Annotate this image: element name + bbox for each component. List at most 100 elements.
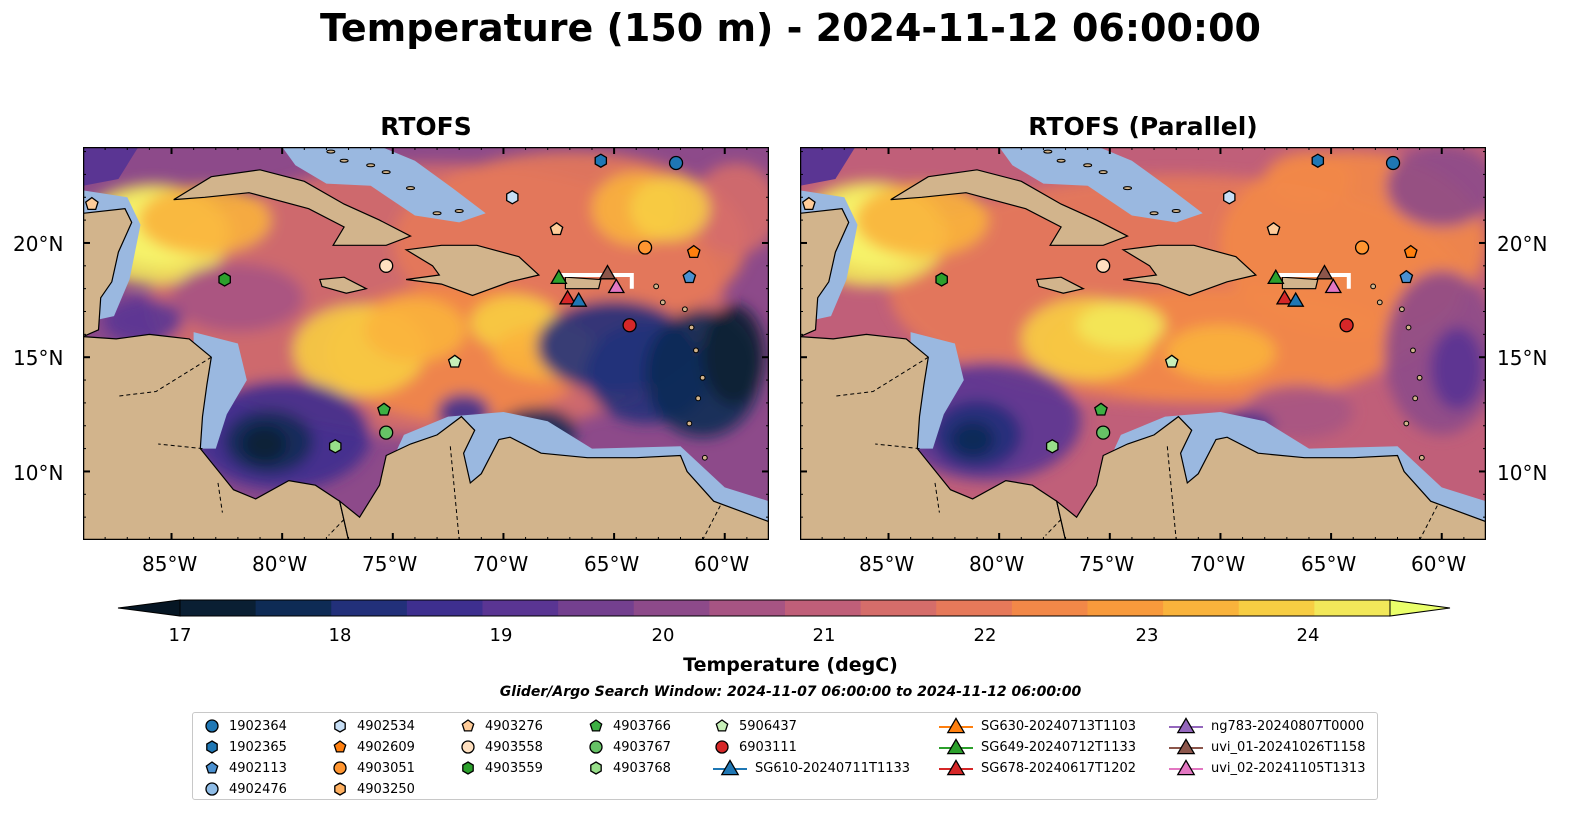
observation-marker-4903276 [549,222,564,236]
bahamas-island [366,163,376,168]
legend-label: 4903767 [613,739,671,755]
observation-marker-4902609 [1403,244,1418,259]
legend-entry: 4903766 [587,716,671,736]
lat-tick-10n: 10°N [1497,461,1548,485]
temperature-anomaly-region [629,176,710,241]
colorbar-label: Temperature (degC) [683,654,898,676]
colorbar-segment [633,600,710,616]
observation-marker-4902534 [506,190,519,205]
legend-entry: 4902113 [203,758,287,778]
legend-entry: SG610-20240711T1133 [713,758,910,778]
hexagon-marker-icon [462,761,474,775]
map-panel-rtofs-parallel [800,147,1486,540]
bahamas-island [1043,149,1053,154]
temperature-field [83,151,769,490]
observation-marker-SG610 [569,291,588,307]
observation-marker-uvi_01 [1315,264,1334,280]
legend-entry: 4902609 [331,737,415,757]
colorbar-tick-19: 19 [489,625,513,646]
observation-marker-SG649 [550,268,568,285]
hispaniola-land [1121,244,1258,297]
colorbar-tick-24: 24 [1296,625,1320,646]
legend-label: uvi_02-20241105T1313 [1211,760,1366,776]
observation-marker-4903276b [84,196,99,211]
temperature-anomaly-region [855,183,989,257]
hexagon-marker-icon [334,719,346,733]
observation-marker-4903766 [1094,402,1108,416]
observation-marker-4903559 [935,272,948,287]
colorbar-segment [482,600,559,616]
triangle-marker-icon [939,738,973,755]
legend-label: 4903766 [613,718,671,734]
observation-marker-6903111 [1339,318,1354,333]
lat-tick-15n: 15°N [13,346,64,370]
legend-entry: ng783-20240807T0000 [1169,716,1364,736]
lesser-antilles-island [1412,395,1419,402]
circle-marker-icon [333,761,347,775]
lesser-antilles-island [1405,324,1412,331]
jamaica-land [1036,276,1086,294]
lesser-antilles-island [1410,347,1416,354]
cuba-land [890,169,1129,246]
legend-label: 4902113 [229,760,287,776]
lesser-antilles-island [682,306,688,313]
colorbar-extend-high [1389,599,1451,617]
legend-label: 4903558 [485,739,543,755]
panel-title-rtofs: RTOFS [380,112,472,141]
legend-label: 5906437 [739,718,797,734]
circle-marker-icon [205,719,219,733]
temperature-anomaly-region [950,421,995,458]
map-frame [800,147,1486,540]
lat-tick-20n: 20°N [13,232,64,256]
lesser-antilles-island [695,395,702,402]
figure-title: Temperature (150 m) - 2024-11-12 06:00:0… [319,6,1261,50]
legend-entry: uvi_01-20241026T1158 [1169,737,1365,757]
map-frame [83,147,769,540]
hexagon-marker-icon [334,782,346,796]
gulf-of-mexico [83,147,139,186]
triangle-marker-icon [1169,738,1203,755]
lesser-antilles-island [1399,306,1405,313]
lesser-antilles-island [699,374,706,381]
lesser-antilles-island [688,324,695,331]
colorbar-segment [785,600,862,616]
map-panel-rtofs [83,147,769,540]
lat-tick-10n: 10°N [13,461,64,485]
country-border [934,482,940,513]
circle-marker-icon [461,740,475,754]
observation-marker-1902364 [668,155,684,171]
lon-tick-70w: 70°W [473,552,529,576]
colorbar-segment [558,600,635,616]
country-border [1166,446,1177,540]
lon-tick-85w: 85°W [859,552,915,576]
bahamas-island [339,158,349,163]
bahamas-island [406,186,416,191]
legend-label: 4903250 [357,781,415,797]
observation-marker-uvi_02 [1324,278,1343,294]
observation-marker-4902113 [1399,269,1414,284]
search-window-caption: Glider/Argo Search Window: 2024-11-07 06… [499,684,1082,700]
temperature-anomaly-region [1076,302,1166,349]
temperature-anomaly-region [1264,151,1354,207]
legend-label: SG630-20240713T1103 [981,718,1137,734]
observation-marker-SG678 [558,289,577,305]
legend-entry: 1902364 [203,716,287,736]
country-border [875,443,920,450]
observation-marker-5906437 [1164,354,1179,368]
lesser-antilles-island [693,347,699,354]
legend-label: 1902365 [229,739,287,755]
lesser-antilles-island [701,454,708,461]
circle-marker-icon [205,782,219,796]
lat-tick-20n: 20°N [1497,232,1548,256]
bahamas-island [326,149,336,154]
country-border [835,356,929,397]
observation-markers [84,153,701,454]
triangle-marker-icon [1169,717,1203,734]
lesser-antilles-island [686,420,693,427]
legend-label: 4902609 [357,739,415,755]
legend-entry: SG678-20240617T1202 [939,758,1136,778]
lon-tick-80w: 80°W [969,552,1025,576]
colorbar-tick-17: 17 [168,625,192,646]
legend-entry: 4902476 [203,779,287,799]
temperature-anomaly-region [691,163,769,255]
